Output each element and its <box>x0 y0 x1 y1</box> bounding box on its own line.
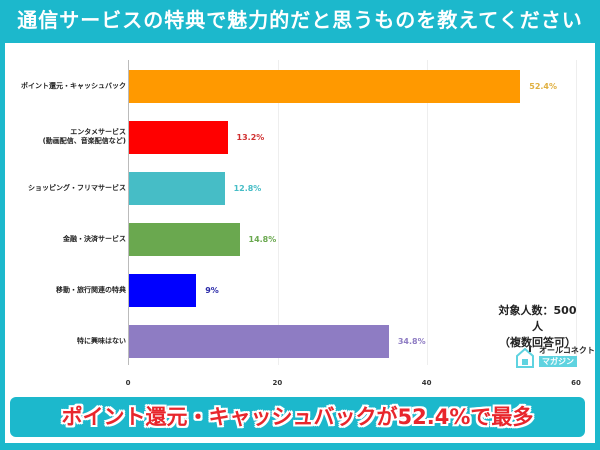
value-label: 9% <box>205 286 219 295</box>
chart-panel <box>5 43 595 443</box>
bar <box>129 121 228 154</box>
value-label: 52.4% <box>529 82 558 91</box>
bar <box>129 70 521 103</box>
bar <box>129 274 197 307</box>
x-tick-label: 60 <box>571 379 581 387</box>
summary-banner: ポイント還元・キャッシュバックが52.4%で最多 <box>10 397 585 437</box>
bar <box>129 223 240 256</box>
house-icon <box>516 346 534 368</box>
category-label: 金融・決済サービス <box>63 234 126 243</box>
logo-text-bottom: マガジン <box>539 356 577 367</box>
category-label: 特に興味はない <box>77 336 126 345</box>
value-label: 13.2% <box>236 133 265 142</box>
sample-size-note: 対象人数：500人 （複数回答可） <box>495 303 580 351</box>
sample-size: 対象人数：500人 <box>498 304 577 333</box>
bar <box>129 325 389 358</box>
gridline <box>427 60 428 365</box>
page-title: 通信サービスの特典で魅力的だと思うものを教えてください <box>17 8 583 32</box>
gridline <box>576 60 577 365</box>
logo-text-top: オールコネクト <box>539 346 595 355</box>
category-label: 移動・旅行関連の特典 <box>56 285 126 294</box>
bar <box>129 172 225 205</box>
x-tick-label: 40 <box>421 379 432 387</box>
y-axis-line <box>128 60 129 365</box>
x-tick-label: 0 <box>125 379 131 387</box>
brand-logo: オールコネクト マガジン <box>515 345 595 369</box>
gridline <box>278 60 279 365</box>
category-label: ショッピング・フリマサービス <box>28 183 126 192</box>
value-label: 34.8% <box>397 337 426 346</box>
category-label: エンタメサービス (動画配信、音楽配信など) <box>42 128 126 145</box>
x-tick-label: 20 <box>272 379 283 387</box>
plot-area: 52.4% 13.2% 12.8% 14.8% 9% 34.8% <box>128 60 577 365</box>
value-label: 12.8% <box>233 184 262 193</box>
category-label: ポイント還元・キャッシュバック <box>21 81 126 90</box>
multiple-answer-note: （複数回答可） <box>499 336 576 349</box>
value-label: 14.8% <box>248 235 277 244</box>
summary-text: ポイント還元・キャッシュバックが52.4%で最多 <box>61 405 534 429</box>
